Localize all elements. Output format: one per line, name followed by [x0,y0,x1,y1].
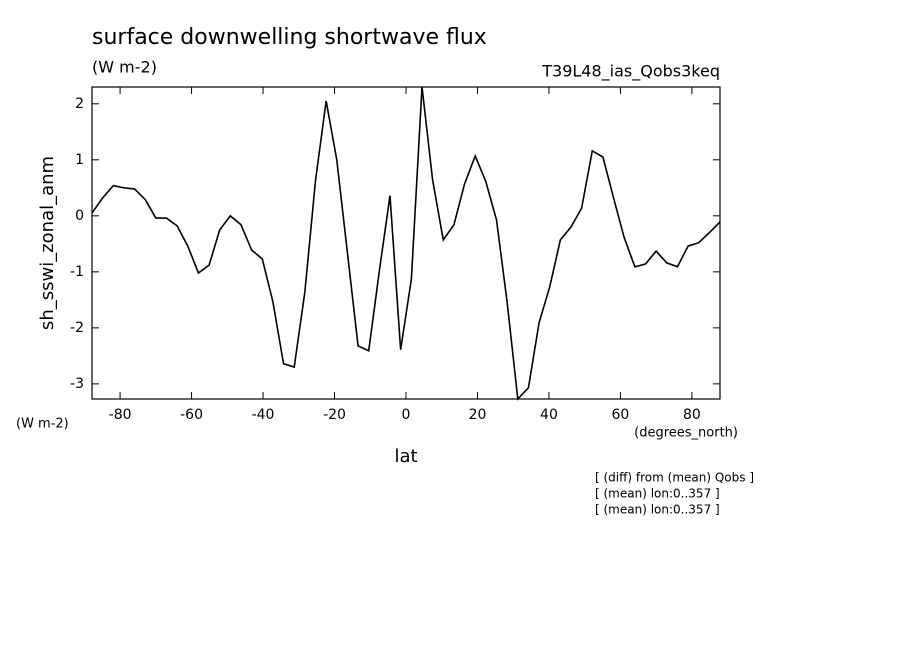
x-tick-label: -60 [180,407,203,423]
x-tick-label: 20 [469,407,487,423]
y-tick-label: 0 [75,208,84,224]
x-tick-label: -20 [323,407,346,423]
y-axis-title: sh_sswi_zonal_anm [37,156,58,330]
x-tick-label: 0 [402,407,411,423]
x-tick-label: 40 [540,407,558,423]
y-tick-label: -1 [70,264,84,280]
note: [ (diff) from (mean) Qobs ] [595,471,754,485]
experiment-label: T39L48_ias_Qobs3keq [541,62,720,82]
x-axis-title: lat [394,446,417,467]
y-tick-label: 2 [75,96,84,112]
note: [ (mean) lon:0..357 ] [595,487,720,501]
x-tick-label: -80 [109,407,132,423]
y-axis-unit: (W m-2) [16,417,69,432]
y-tick-label: -3 [70,376,84,392]
chart-subtitle: (W m-2) [92,58,157,77]
data-line [91,86,721,401]
x-tick-label: -40 [252,407,275,423]
x-axis-unit: (degrees_north) [634,426,738,441]
y-tick-label: 1 [75,152,84,168]
chart-title: surface downwelling shortwave flux [92,25,487,50]
note: [ (mean) lon:0..357 ] [595,503,720,517]
y-tick-label: -2 [70,320,84,336]
x-tick-label: 60 [612,407,630,423]
x-tick-label: 80 [683,407,701,423]
